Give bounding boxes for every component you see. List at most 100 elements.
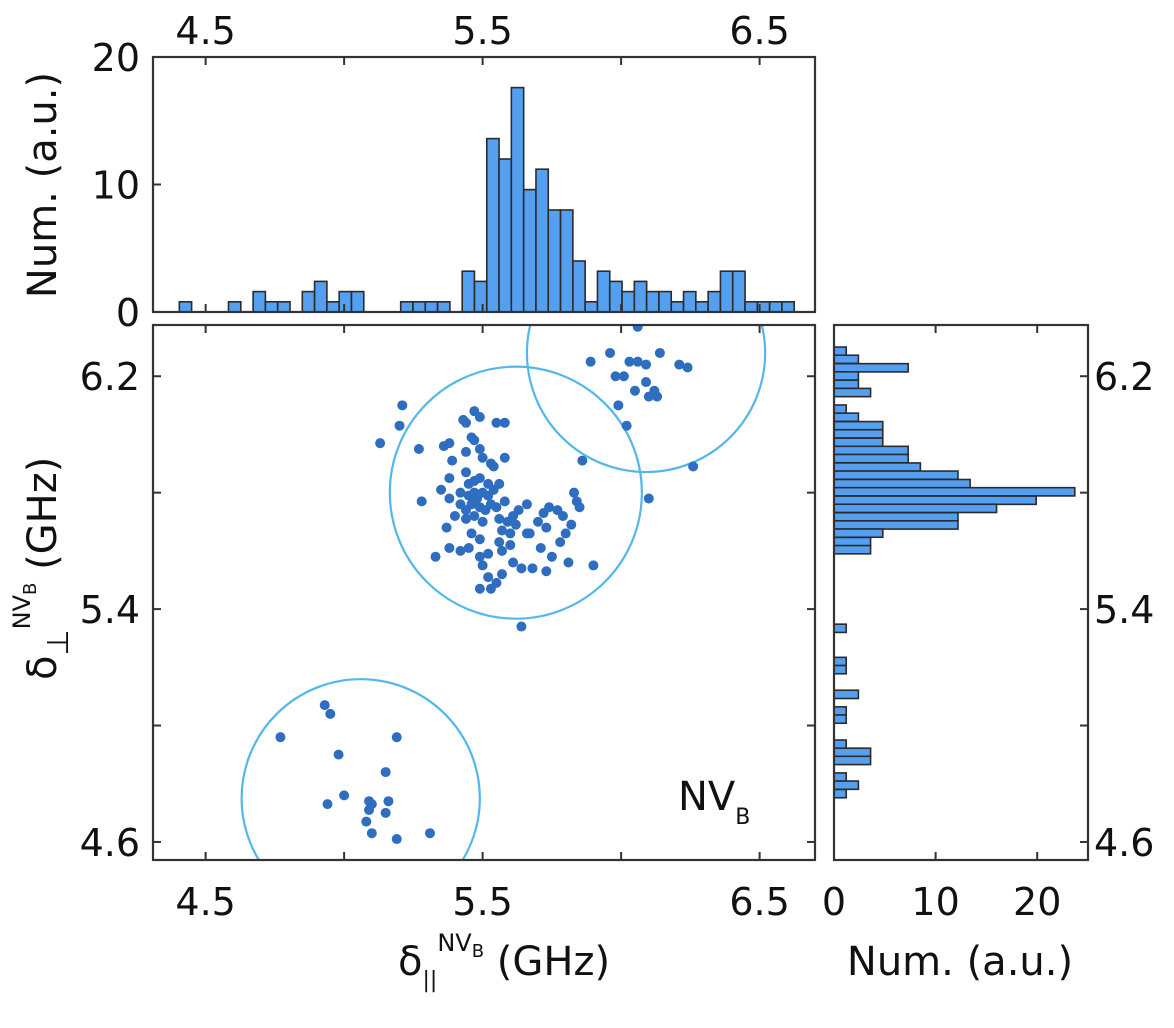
scatter-point (483, 572, 494, 583)
right-y-tick-label: 6.2 (1094, 355, 1154, 399)
scatter-y-tick-label: 5.4 (80, 588, 140, 632)
scatter-point (527, 563, 538, 574)
scatter-point (339, 790, 350, 801)
scatter-y-tick-label: 6.2 (80, 355, 140, 399)
cluster-circle (240, 678, 481, 860)
cluster-circle (525, 325, 767, 474)
scatter-point (560, 528, 571, 539)
scatter-point (394, 420, 405, 431)
scatter-point (682, 362, 693, 373)
right-histogram-bar (833, 453, 909, 464)
annotation-nvb: NVB (678, 774, 750, 830)
top-histogram-bar (781, 300, 796, 313)
top-histogram-bar (338, 290, 353, 313)
top-histogram-bar (485, 137, 500, 313)
scatter-point (460, 467, 471, 478)
top-histogram-bar (301, 290, 316, 313)
scatter-point (632, 356, 643, 367)
scatter-point (477, 516, 488, 527)
right-histogram-bar (833, 379, 860, 390)
top-histogram-bar (719, 270, 734, 313)
scatter-point (541, 566, 552, 577)
scatter-point (632, 325, 643, 332)
scatter-y-tick-label: 4.6 (80, 821, 140, 865)
scatter-point (588, 560, 599, 571)
scatter-point (494, 513, 505, 524)
right-histogram: 0 10 20 4.6 5.4 6.2 Num. (a.u.) (822, 323, 1154, 985)
scatter-point (491, 417, 502, 428)
top-histogram-bar (584, 300, 599, 313)
scatter-point (441, 522, 452, 533)
scatter-point (466, 499, 477, 510)
scatter-point (424, 828, 435, 839)
top-histogram-bar (682, 290, 697, 313)
scatter-point (474, 583, 485, 594)
right-histogram-bar (833, 511, 959, 522)
scatter-point (535, 542, 546, 553)
right-histogram-bar (833, 404, 847, 415)
right-x-tick-label: 0 (822, 880, 846, 924)
right-histogram-bar (833, 437, 884, 448)
scatter-point (521, 499, 532, 510)
right-histogram-bar (833, 462, 922, 472)
right-histogram-bar (833, 346, 847, 357)
scatter-point (333, 749, 344, 760)
scatter-point (499, 417, 510, 428)
top-histogram-bar (227, 300, 242, 313)
top-histogram-bar (559, 209, 574, 313)
top-histogram-bar (473, 280, 488, 313)
scatter-point (361, 816, 372, 827)
scatter-point (499, 496, 510, 507)
scatter-point (469, 435, 480, 446)
right-y-tick-label: 5.4 (1094, 588, 1154, 632)
scatter-point (629, 385, 640, 396)
top-histogram-bar (399, 300, 414, 313)
right-histogram-bar (833, 714, 847, 725)
scatter-point (438, 441, 449, 452)
top-histogram-bar (670, 300, 685, 313)
right-histogram-bar (833, 747, 872, 758)
top-x-tick-label: 5.5 (452, 9, 512, 53)
right-histogram-bar (833, 412, 860, 423)
scatter-point (499, 452, 510, 463)
scatter-point (474, 411, 485, 422)
scatter-point (325, 708, 336, 719)
scatter-point (416, 496, 427, 507)
right-histogram-bar (833, 706, 847, 716)
scatter-point (413, 443, 424, 454)
top-histogram-bar (461, 270, 476, 313)
scatter-point (641, 377, 652, 388)
scatter-point (397, 400, 408, 411)
scatter-point (505, 540, 516, 551)
right-histogram-bar (833, 544, 872, 555)
scatter-point (652, 391, 663, 402)
right-histogram-bar (833, 486, 1076, 497)
right-histogram-bar (833, 420, 884, 431)
scatter-point (477, 560, 488, 571)
top-histogram-bar (350, 290, 365, 313)
scatter-point (546, 551, 557, 562)
scatter-point (610, 371, 621, 382)
right-histogram-bar (833, 755, 872, 766)
top-histogram-bar (633, 280, 648, 313)
scatter-y-axis-label: δ⊥NVB (GHz) (8, 457, 76, 680)
scatter-point (488, 461, 499, 472)
scatter-point (322, 799, 333, 810)
right-histogram-bar (833, 689, 860, 700)
top-histogram-bar (645, 290, 660, 313)
top-histogram-frame (151, 55, 817, 314)
scatter-point (455, 545, 466, 556)
right-x-tick-label: 10 (911, 880, 959, 924)
top-y-tick-label: 20 (92, 36, 140, 80)
scatter-point (510, 519, 521, 530)
scatter-point (538, 508, 549, 519)
right-histogram-bar (833, 387, 872, 398)
top-histogram-bar (412, 300, 427, 313)
scatter-point (466, 528, 477, 539)
scatter-point (460, 446, 471, 457)
top-histogram-bar (326, 300, 340, 313)
scatter-point (552, 505, 563, 516)
right-x-tick-label: 20 (1013, 880, 1061, 924)
right-histogram-bar (833, 354, 860, 365)
scatter-point (494, 537, 505, 548)
